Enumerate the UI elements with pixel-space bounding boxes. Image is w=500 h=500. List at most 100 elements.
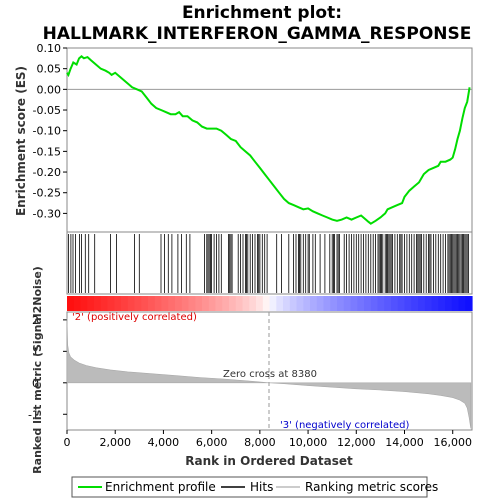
es-y-axis: 0.10 0.05 0.00 -0.05 -0.10 -0.15 -0.20 -0.25 -0.… — [33, 42, 67, 220]
enrichment-profile-line — [66, 54, 471, 225]
rank-bar-segment — [445, 296, 453, 311]
rank-bar-segment — [424, 296, 433, 311]
rank-bar-segment — [242, 296, 250, 311]
rank-bar-segment — [303, 296, 311, 311]
rank-bar-segment — [384, 296, 392, 311]
hits-marks — [68, 234, 469, 293]
rank-bar-segment — [337, 296, 345, 311]
rank-bar-segment — [451, 296, 460, 311]
x-tick-label: 8,000 — [244, 436, 276, 449]
rank-bar-segment — [418, 296, 426, 311]
x-tick-label: 6,000 — [196, 436, 228, 449]
legend: Enrichment profile Hits Ranking metric s… — [71, 476, 438, 498]
negative-correlation-label: '3' (negatively correlated) — [280, 420, 409, 431]
es-ytick-label: -0.15 — [33, 145, 61, 158]
rank-bar-segment — [391, 296, 399, 311]
rank-bar-segment — [107, 296, 115, 311]
metric-y-axis-label: Ranked list metric (Signal2Noise) — [31, 266, 44, 474]
rank-bar-segment — [377, 296, 385, 311]
rank-bar-segment — [404, 296, 412, 311]
rank-bar-segment — [289, 296, 298, 311]
rank-bar-segment — [188, 296, 196, 311]
metric-ytick-label: 1 — [32, 345, 39, 358]
enrichment-profile-path — [66, 54, 471, 225]
x-tick-label: 10,000 — [289, 436, 328, 449]
rank-bar-segment — [161, 296, 169, 311]
rank-bar-segment — [316, 296, 325, 311]
metric-ytick-label: 2 — [32, 314, 39, 327]
legend-label-ranking: Ranking metric scores — [305, 480, 438, 494]
rank-bar-segment — [357, 296, 365, 311]
rank-bar-segment — [465, 296, 473, 311]
rank-bar-segment — [154, 296, 163, 311]
metric-ytick-label: -1 — [28, 408, 39, 421]
rank-bar-segment — [364, 296, 372, 311]
rank-bar-segment — [134, 296, 142, 311]
es-ytick-label: -0.05 — [33, 104, 61, 117]
rank-bar-segment — [256, 296, 264, 311]
rank-bar-segment — [323, 296, 331, 311]
rank-bar-segment — [141, 296, 149, 311]
positive-correlation-label: '2' (positively correlated) — [72, 312, 197, 323]
rank-bar-segment — [121, 296, 129, 311]
x-tick-label: 14,000 — [385, 436, 424, 449]
rank-bar-segment — [438, 296, 446, 311]
rank-bar-segment — [148, 296, 156, 311]
es-ytick-label: 0.05 — [37, 63, 62, 76]
hits-panel — [66, 231, 473, 295]
metric-ytick-label: 0 — [32, 377, 39, 390]
legend-label-hits: Hits — [250, 480, 273, 494]
rank-bar-segment — [397, 296, 406, 311]
rank-bar-segment — [229, 296, 237, 311]
rank-bar-segment — [80, 296, 88, 311]
rank-bar-segment — [262, 296, 271, 311]
rank-bar-segment — [350, 296, 358, 311]
rank-bar-segment — [181, 296, 190, 311]
legend-label-enrichment: Enrichment profile — [105, 480, 216, 494]
legend-box — [71, 476, 428, 498]
rank-bar-segment — [269, 296, 277, 311]
es-ytick-label: -0.30 — [33, 207, 61, 220]
x-tick-label: 16,000 — [433, 436, 472, 449]
rank-bar-segment — [296, 296, 304, 311]
rank-bar-segment — [195, 296, 203, 311]
rank-bar-segment — [235, 296, 244, 311]
rank-bar-segment — [249, 296, 257, 311]
es-ytick-label: -0.20 — [33, 166, 61, 179]
rank-bar-segment — [276, 296, 284, 311]
rank-bar-segment — [67, 296, 75, 311]
rank-bar-segment — [202, 296, 210, 311]
x-tick-label: 0 — [64, 436, 71, 449]
es-ytick-label: 0.00 — [37, 83, 62, 96]
rank-bar-segment — [87, 296, 95, 311]
zero-cross-label: Zero cross at 8380 — [223, 369, 317, 380]
x-tick-label: 12,000 — [337, 436, 376, 449]
rank-bar-segment — [343, 296, 352, 311]
rank-bar-segment — [114, 296, 122, 311]
es-ytick-label: -0.25 — [33, 187, 61, 200]
metric-y-axis: 2 1 0 -1 — [28, 314, 67, 421]
rank-bar-segment — [370, 296, 379, 311]
rank-bar-segment — [330, 296, 338, 311]
rank-bar-segment — [168, 296, 176, 311]
rank-bar-segment — [283, 296, 291, 311]
rank-color-bar — [67, 296, 473, 311]
x-axis: 0 2,000 4,000 6,000 8,000 10,000 12,000 14,000 1… — [64, 430, 472, 449]
rank-bar-segment — [175, 296, 183, 311]
rank-bar-segment — [208, 296, 217, 311]
es-ytick-label: -0.10 — [33, 125, 61, 138]
x-axis-label: Rank in Ordered Dataset — [185, 454, 353, 468]
rank-bar-segment — [458, 296, 466, 311]
rank-bar-segment — [127, 296, 136, 311]
chart-subtitle: HALLMARK_INTERFERON_GAMMA_RESPONSE — [43, 24, 472, 44]
rank-bar-segment — [100, 296, 109, 311]
chart-title: Enrichment plot: — [182, 3, 342, 23]
rank-bar-segment — [431, 296, 439, 311]
es-ytick-label: 0.10 — [37, 42, 62, 55]
rank-bar-segment — [411, 296, 419, 311]
x-tick-label: 4,000 — [148, 436, 180, 449]
rank-bar-segment — [73, 296, 82, 311]
es-panel — [66, 47, 473, 233]
rank-bar-segment — [310, 296, 318, 311]
